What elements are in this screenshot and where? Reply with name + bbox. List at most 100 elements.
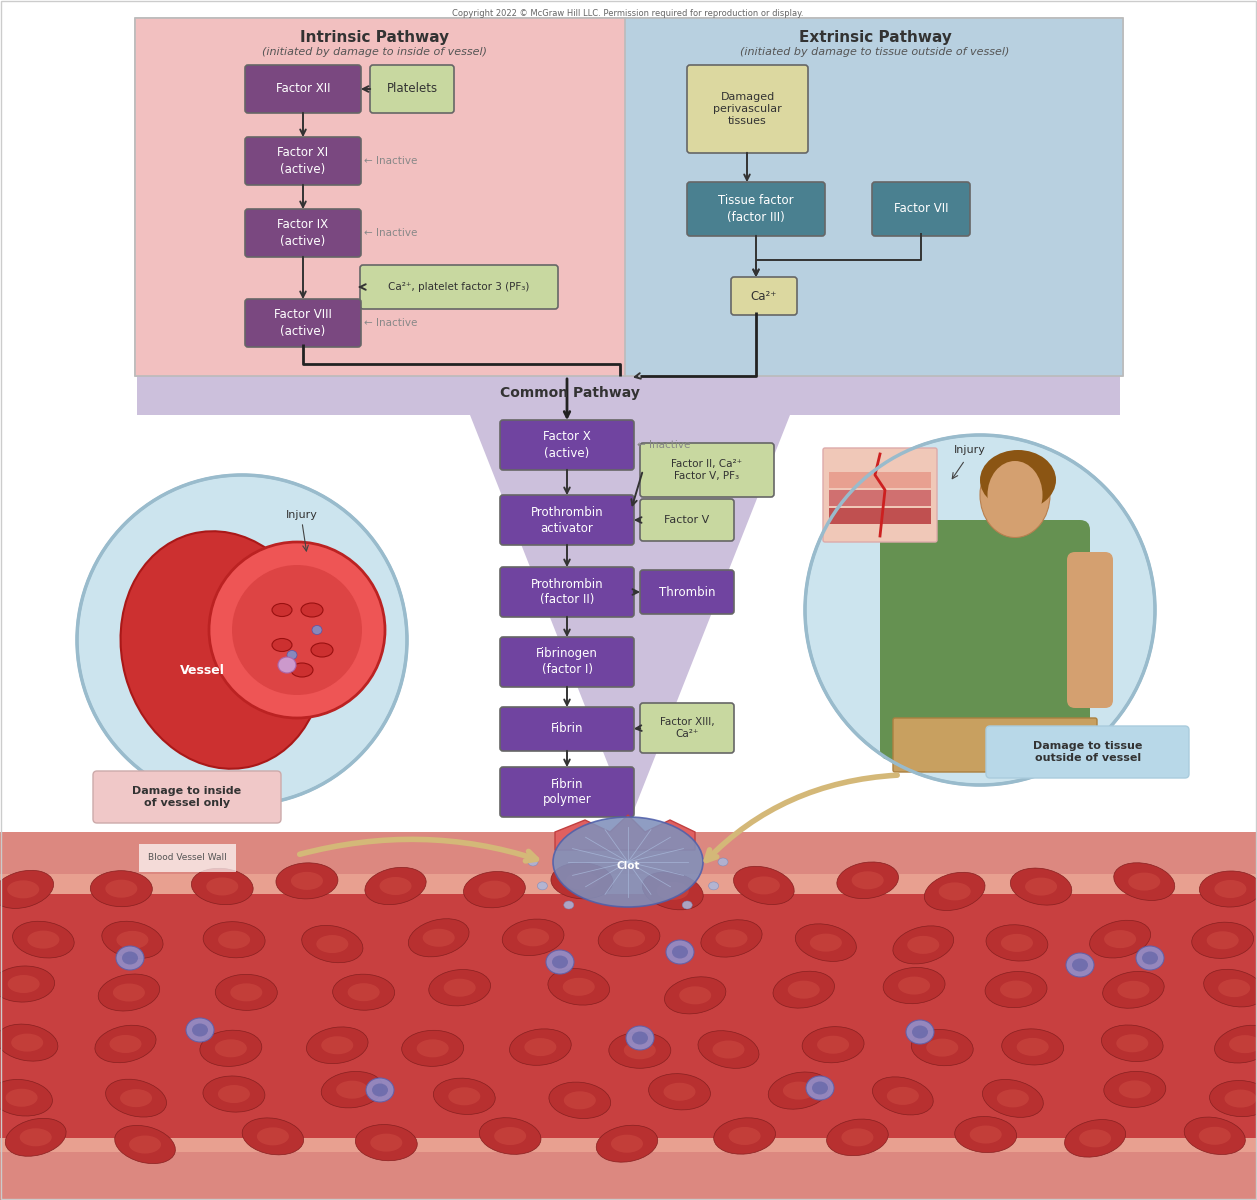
Ellipse shape [906, 1020, 934, 1044]
Text: Factor XII: Factor XII [275, 83, 331, 96]
Ellipse shape [985, 925, 1048, 961]
Ellipse shape [117, 931, 148, 949]
Ellipse shape [206, 877, 239, 895]
FancyBboxPatch shape [640, 499, 734, 541]
Ellipse shape [302, 925, 363, 962]
Polygon shape [556, 815, 695, 850]
Text: Injury: Injury [954, 445, 985, 455]
Text: Tissue factor
(factor III): Tissue factor (factor III) [718, 194, 794, 223]
FancyBboxPatch shape [134, 18, 1123, 376]
Ellipse shape [202, 1076, 265, 1112]
Ellipse shape [365, 868, 426, 905]
Text: Factor XIII,
Ca²⁺: Factor XIII, Ca²⁺ [660, 716, 714, 739]
FancyBboxPatch shape [640, 443, 774, 497]
Ellipse shape [672, 946, 688, 959]
FancyBboxPatch shape [500, 494, 634, 545]
Bar [0, 1138, 1257, 1152]
Ellipse shape [13, 922, 74, 958]
Ellipse shape [336, 1081, 368, 1099]
Ellipse shape [552, 955, 568, 968]
FancyBboxPatch shape [732, 277, 797, 314]
Ellipse shape [479, 881, 510, 899]
Circle shape [233, 565, 362, 695]
Ellipse shape [913, 1026, 928, 1038]
Ellipse shape [98, 974, 160, 1010]
Ellipse shape [980, 450, 1056, 510]
FancyBboxPatch shape [500, 420, 634, 470]
Ellipse shape [11, 1033, 43, 1051]
Ellipse shape [380, 877, 411, 895]
Ellipse shape [908, 936, 939, 954]
Text: Prothrombin
(factor II): Prothrombin (factor II) [530, 577, 603, 606]
FancyBboxPatch shape [245, 299, 361, 347]
Ellipse shape [1119, 1080, 1151, 1098]
Bar [830, 454, 931, 470]
Ellipse shape [215, 974, 278, 1010]
FancyBboxPatch shape [245, 65, 361, 113]
Ellipse shape [116, 946, 145, 970]
Ellipse shape [1229, 1036, 1257, 1054]
FancyBboxPatch shape [688, 65, 808, 152]
Ellipse shape [713, 1040, 744, 1058]
Text: Damage to tissue
outside of vessel: Damage to tissue outside of vessel [1033, 742, 1143, 763]
Ellipse shape [812, 1081, 828, 1094]
Ellipse shape [701, 919, 762, 958]
Ellipse shape [892, 926, 954, 964]
FancyBboxPatch shape [892, 718, 1097, 772]
Ellipse shape [1114, 863, 1175, 900]
Ellipse shape [623, 1042, 656, 1060]
Ellipse shape [852, 871, 884, 889]
Ellipse shape [1079, 1129, 1111, 1147]
Ellipse shape [0, 870, 54, 908]
Text: Factor XI
(active): Factor XI (active) [278, 146, 328, 175]
Ellipse shape [1224, 1090, 1257, 1108]
Ellipse shape [997, 1090, 1029, 1108]
Ellipse shape [8, 881, 39, 899]
Ellipse shape [729, 1127, 760, 1145]
Ellipse shape [802, 1027, 864, 1063]
Polygon shape [137, 376, 1120, 820]
FancyBboxPatch shape [880, 520, 1090, 760]
Ellipse shape [1143, 952, 1158, 965]
Text: Platelets: Platelets [386, 83, 437, 96]
Text: (initiated by damage to tissue outside of vessel): (initiated by damage to tissue outside o… [740, 47, 1009, 56]
Text: Clot: Clot [616, 862, 640, 871]
Bar [625, 18, 1123, 376]
Ellipse shape [28, 931, 59, 949]
Text: Intrinsic Pathway: Intrinsic Pathway [300, 30, 450, 44]
Ellipse shape [1184, 1117, 1246, 1154]
FancyBboxPatch shape [370, 65, 454, 113]
Text: Injury: Injury [287, 510, 318, 520]
FancyBboxPatch shape [688, 182, 825, 236]
Ellipse shape [715, 930, 748, 948]
Ellipse shape [256, 1127, 289, 1145]
Ellipse shape [1102, 972, 1164, 1008]
Ellipse shape [290, 872, 323, 890]
Bar [830, 472, 931, 488]
Text: ← Inactive: ← Inactive [365, 156, 417, 166]
Ellipse shape [200, 1031, 261, 1067]
Text: Copyright 2022 © McGraw Hill LLC. Permission required for reproduction or displa: Copyright 2022 © McGraw Hill LLC. Permis… [453, 8, 803, 18]
Ellipse shape [417, 1039, 449, 1057]
Ellipse shape [464, 871, 525, 907]
Ellipse shape [310, 643, 333, 658]
Text: Fibrin: Fibrin [551, 722, 583, 736]
Ellipse shape [434, 1078, 495, 1115]
Ellipse shape [102, 922, 163, 959]
FancyBboxPatch shape [245, 209, 361, 257]
FancyBboxPatch shape [500, 767, 634, 817]
Ellipse shape [1024, 877, 1057, 895]
Ellipse shape [121, 532, 323, 769]
Ellipse shape [494, 1127, 527, 1145]
Ellipse shape [551, 863, 613, 899]
Ellipse shape [827, 1120, 889, 1156]
Ellipse shape [926, 1039, 958, 1057]
Ellipse shape [219, 931, 250, 949]
Ellipse shape [366, 1078, 393, 1102]
Ellipse shape [129, 1135, 161, 1153]
FancyBboxPatch shape [500, 707, 634, 751]
Ellipse shape [444, 979, 475, 997]
Bar [830, 508, 931, 524]
Ellipse shape [955, 1116, 1017, 1152]
Ellipse shape [1104, 930, 1136, 948]
